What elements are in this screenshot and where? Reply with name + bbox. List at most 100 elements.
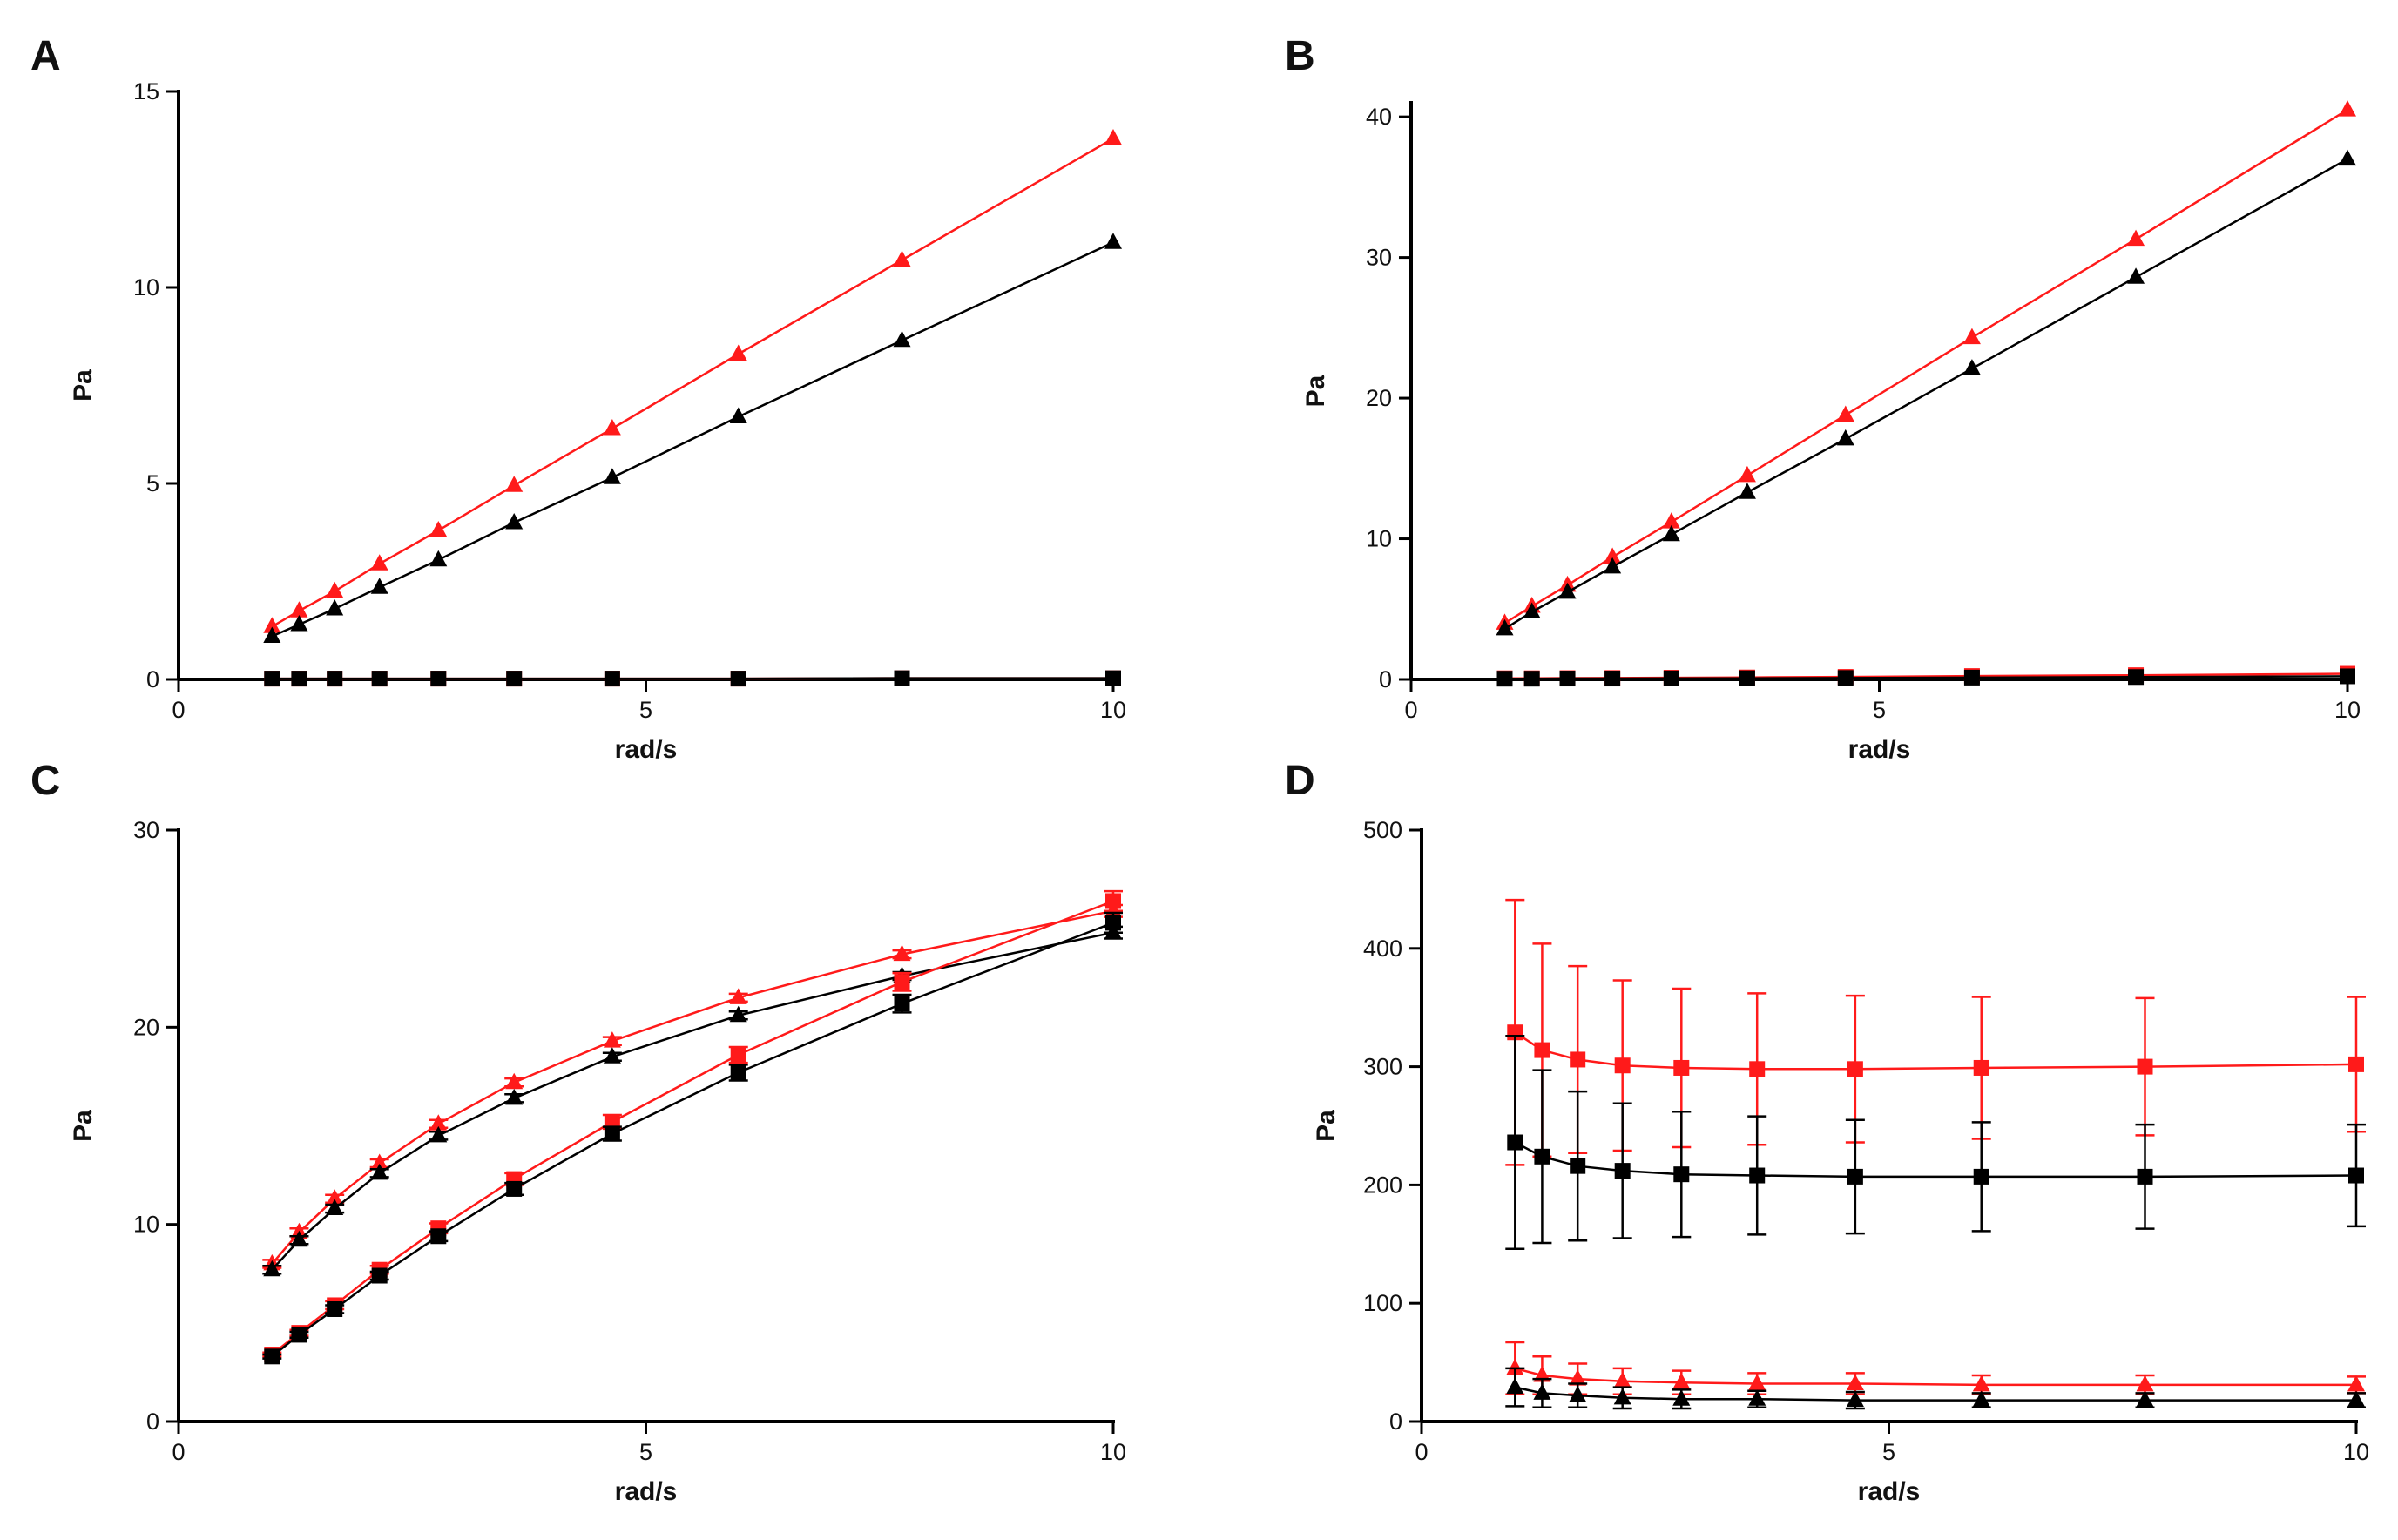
data-point-square [264,1348,280,1365]
data-point-square [430,1228,447,1245]
panel-label: C [30,758,61,804]
data-point-square [1496,671,1513,687]
data-point-square [894,974,910,990]
data-point-triangle [1962,359,1981,375]
x-tick-label: 10 [1100,697,1126,723]
y-tick-label: 5 [146,470,159,496]
series-red-square [1505,898,2366,1166]
data-point-square [894,996,910,1012]
panel-b: B 0 10 20 30 40 0 5 10 rad/s Pa [1285,33,2361,764]
data-point-triangle [370,554,388,571]
data-point-triangle [370,1153,388,1171]
data-point-square [1614,1057,1631,1074]
panel-label: B [1285,33,1315,79]
data-point-triangle [263,1260,281,1277]
data-point-triangle [1523,602,1541,618]
data-point-triangle [729,1005,747,1023]
data-point-square [1105,915,1121,931]
series-line [271,241,1114,638]
y-axis-label: Pa [1301,375,1330,407]
data-point-square [1973,1168,1989,1185]
series-line [1504,675,2348,680]
data-point-triangle [505,1072,524,1090]
data-point-triangle [429,550,448,567]
data-point-triangle [1613,1388,1631,1405]
x-tick-label: 5 [1873,697,1886,723]
data-point-square [1570,1051,1586,1068]
data-point-triangle [603,1031,621,1048]
data-point-square [2348,1056,2364,1072]
data-point-square [2128,669,2145,686]
series-red-triangle [1496,100,2356,630]
data-point-triangle [505,476,524,492]
x-axis-label: rad/s [615,735,678,764]
data-point-triangle [2339,100,2356,117]
series-red-triangle [263,129,1122,633]
data-point-triangle [1672,1389,1691,1406]
series-black-square [264,670,1121,687]
data-point-square [2137,1058,2153,1075]
panel-c: C 0 10 20 30 0 5 10 rad/s Pa [30,758,1126,1506]
series-black-triangle [262,922,1123,1277]
y-tick-label: 30 [1366,245,1392,271]
data-point-triangle [1533,1383,1551,1400]
series-black-triangle [1505,1367,2366,1410]
data-point-triangle [1604,557,1622,574]
data-point-triangle [2347,1390,2365,1408]
x-tick-label: 0 [172,697,185,723]
series-line [1515,1386,2356,1402]
y-tick-label: 30 [133,817,159,843]
data-point-square [264,671,280,687]
data-point-triangle [603,419,621,436]
data-point-triangle [1738,465,1756,483]
data-point-square [1837,670,1854,686]
y-tick-label: 0 [146,1408,159,1435]
data-point-square [1523,671,1540,687]
series-line [271,909,1114,1265]
data-point-square [730,1064,746,1081]
panel-a: A 0 5 10 15 0 5 10 rad/s Pa [30,33,1126,764]
data-point-square [730,1047,746,1064]
data-point-square [894,670,910,686]
data-point-triangle [1506,1377,1524,1395]
x-tick-label: 10 [2334,697,2361,723]
series-black-square [1496,668,2355,687]
data-point-triangle [893,250,911,267]
series-line [271,137,1114,628]
x-axis-label: rad/s [1848,735,1911,764]
x-tick-label: 5 [639,697,652,723]
data-point-triangle [429,521,448,537]
data-point-square [1604,671,1621,687]
y-tick-label: 100 [1363,1290,1402,1316]
y-axis-label: Pa [69,1110,98,1142]
data-point-triangle [2347,1375,2365,1392]
data-point-square [327,1300,343,1317]
data-point-triangle [2127,267,2145,284]
data-point-square [1534,1148,1550,1165]
data-point-triangle [1104,129,1122,145]
data-point-triangle [2339,149,2356,166]
x-tick-label: 10 [1100,1439,1126,1465]
data-point-square [1570,1158,1586,1174]
series-line [271,931,1114,1271]
data-point-triangle [505,1088,524,1105]
data-point-square [730,671,746,687]
data-point-square [1105,670,1121,686]
series-black-square [262,911,1123,1365]
data-point-triangle [370,578,388,594]
x-tick-label: 0 [1415,1439,1428,1465]
data-point-square [430,671,447,687]
y-tick-label: 0 [1389,1408,1402,1435]
data-point-triangle [1506,1358,1524,1375]
panel-d: D 0 100 200 300 400 500 0 5 10 rad/s Pa [1285,758,2369,1506]
x-axis-label: rad/s [615,1477,678,1506]
y-tick-label: 500 [1363,817,1402,843]
data-point-triangle [429,1125,448,1143]
data-point-triangle [1569,1386,1587,1402]
data-point-square [1963,669,1980,686]
series-red-square [262,889,1123,1363]
data-point-triangle [1748,1374,1766,1391]
data-point-square [604,1125,620,1142]
data-point-triangle [1962,328,1981,345]
y-tick-label: 0 [146,666,159,692]
